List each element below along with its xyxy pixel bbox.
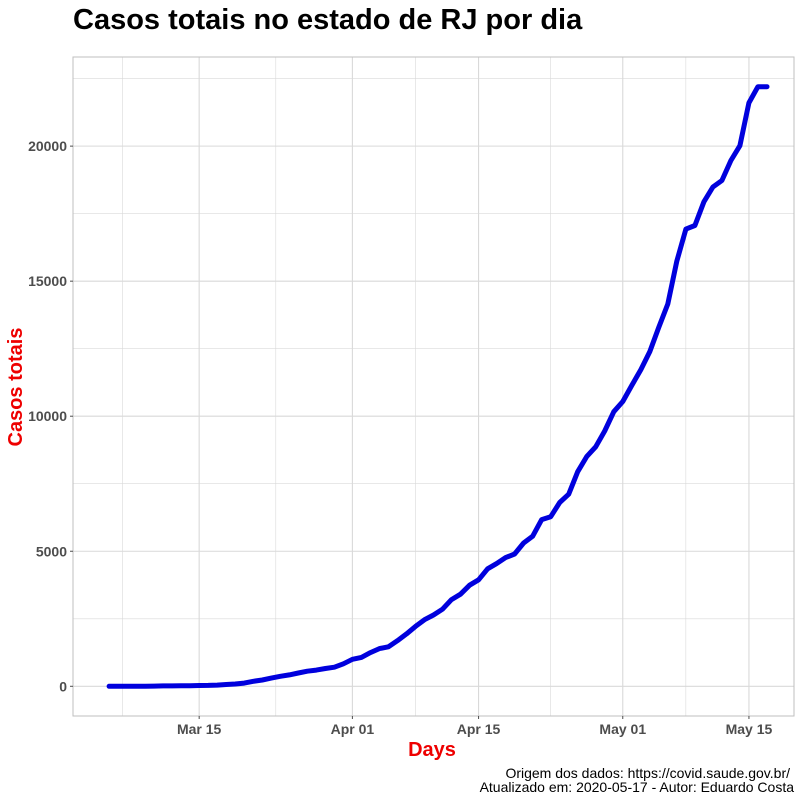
y-tick-label: 20000	[28, 138, 67, 154]
x-tick-label: May 15	[726, 721, 773, 737]
y-tick-label: 10000	[28, 408, 67, 424]
caption-source: Origem dos dados: https://covid.saude.go…	[505, 765, 790, 781]
chart-title: Casos totais no estado de RJ por dia	[73, 4, 583, 36]
x-axis-title: Days	[408, 739, 456, 761]
x-axis-ticks: Mar 15 Apr 01 Apr 15 May 01 May 15	[177, 716, 773, 737]
series-layer	[106, 84, 770, 689]
caption-updated: Atualizado em: 2020-05-17 - Autor: Eduar…	[480, 779, 795, 795]
x-tick-label: May 01	[599, 721, 646, 737]
y-axis-ticks: 0 5000 10000 15000 20000	[28, 138, 73, 694]
y-tick-label: 5000	[36, 543, 67, 559]
panel-border	[72, 56, 795, 717]
x-tick-label: Apr 01	[331, 721, 375, 737]
y-axis-title: Casos totais	[5, 328, 27, 447]
y-tick-label: 0	[59, 678, 67, 694]
y-tick-label: 15000	[28, 273, 67, 289]
series-line	[106, 84, 770, 689]
x-tick-label: Mar 15	[177, 721, 222, 737]
x-tick-label: Apr 15	[457, 721, 501, 737]
